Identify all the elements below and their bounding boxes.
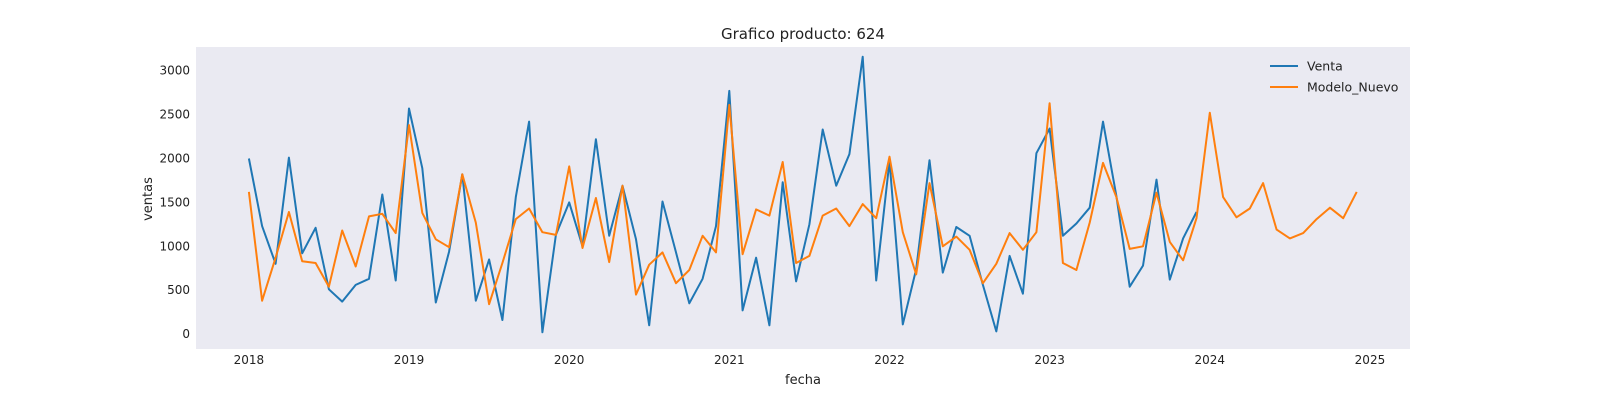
y-tick-label: 1000: [159, 239, 190, 253]
x-tick-label: 2020: [554, 353, 585, 367]
y-tick-label: 2000: [159, 151, 190, 165]
y-axis-label: ventas: [141, 177, 156, 221]
series-line-modelo-nuevo: [247, 102, 1358, 306]
x-tick-label: 2022: [874, 353, 905, 367]
y-tick-label: 3000: [159, 64, 190, 78]
y-tick-label: 2500: [159, 108, 190, 122]
legend-label: Venta: [1307, 59, 1343, 74]
x-tick-label: 2018: [234, 353, 265, 367]
ticks-layer: 2018 2019 2020 2021 2022 2023 2024 2025 0 500 1000…: [159, 64, 1385, 367]
y-tick-label: 500: [167, 283, 190, 297]
y-tick-label: 0: [182, 327, 190, 341]
chart-title: Grafico producto: 624: [721, 25, 885, 43]
legend-label: Modelo_Nuevo: [1307, 80, 1398, 95]
legend: Venta Modelo_Nuevo: [1270, 59, 1398, 95]
plot-area: [196, 47, 1410, 349]
x-tick-label: 2021: [714, 353, 745, 367]
x-tick-label: 2024: [1195, 353, 1226, 367]
lines-layer: [247, 55, 1358, 334]
x-tick-label: 2019: [394, 353, 425, 367]
y-tick-label: 1500: [159, 195, 190, 209]
x-tick-label: 2025: [1355, 353, 1386, 367]
x-tick-label: 2023: [1034, 353, 1065, 367]
x-axis-label: fecha: [785, 373, 821, 388]
